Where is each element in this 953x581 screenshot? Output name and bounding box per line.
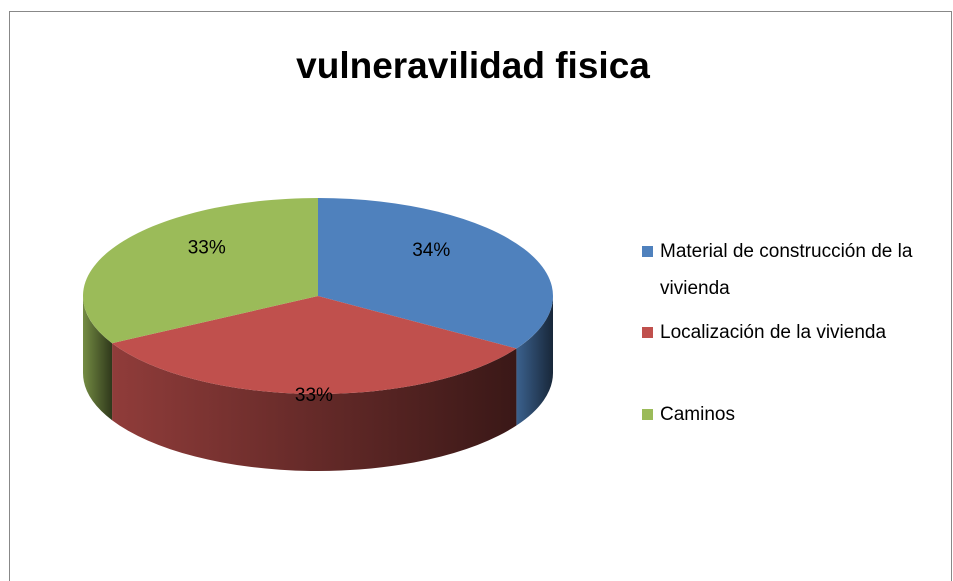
slice-side xyxy=(112,343,517,472)
legend-label: Material de construcción de la vivienda xyxy=(660,241,913,299)
chart-frame xyxy=(9,11,952,581)
data-label: 34% xyxy=(412,240,450,261)
slice-top xyxy=(318,198,553,349)
slice xyxy=(112,296,517,472)
slice-side xyxy=(83,296,113,421)
legend-swatch xyxy=(642,327,653,338)
chart-title: vulneravilidad fisica xyxy=(296,45,650,86)
slice xyxy=(83,198,318,421)
slice-top xyxy=(112,296,517,394)
legend-swatch xyxy=(642,409,653,420)
data-label: 33% xyxy=(295,385,333,406)
slice-side xyxy=(516,296,553,426)
slice-top xyxy=(83,198,318,344)
legend-swatch xyxy=(642,246,653,257)
legend-item: Caminos xyxy=(640,396,950,433)
legend-label: Caminos xyxy=(660,404,735,425)
legend-item: Localización de la vivienda xyxy=(640,314,950,351)
data-label: 33% xyxy=(188,238,226,259)
legend-label: Localización de la vivienda xyxy=(660,322,887,343)
legend-item: Material de construcción de la vivienda xyxy=(640,233,950,307)
slice xyxy=(318,198,553,426)
